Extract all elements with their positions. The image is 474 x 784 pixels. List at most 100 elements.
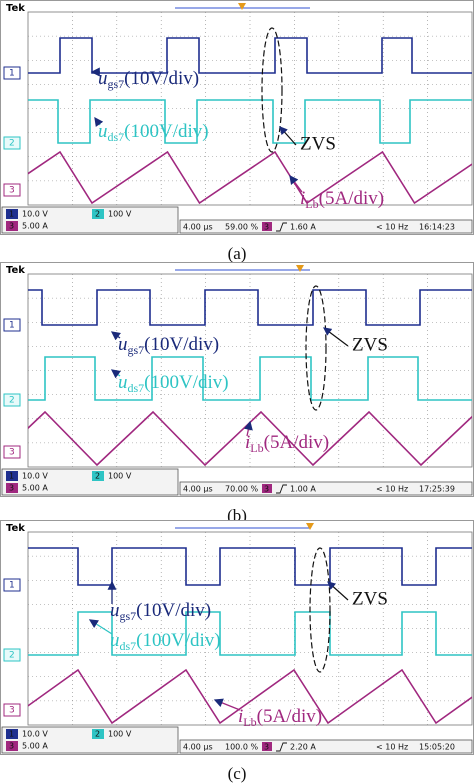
trace-label: ugs7(10V/div) <box>110 600 211 622</box>
channel-chip-label: 2 <box>95 730 100 739</box>
zvs-annotation: ZVS <box>352 588 388 609</box>
zvs-annotation: ZVS <box>300 133 336 154</box>
scale: (100V/div) <box>124 121 208 142</box>
channel-chip-label: 3 <box>9 742 14 751</box>
channel-marker-bg <box>3 578 21 592</box>
trace-label: uds7(100V/div) <box>110 630 221 652</box>
scope-panel: Tek123ugs7(10V/div)uds7(100V/div)iLb(5A/… <box>0 0 474 263</box>
position: 59.00 % <box>225 223 258 232</box>
frequency: < 10 Hz <box>376 743 408 752</box>
channel-chip-label: 3 <box>9 222 14 231</box>
trace-label: uds7(100V/div) <box>98 121 209 143</box>
channel-marker-bg <box>3 183 21 197</box>
symbol: u <box>110 630 120 651</box>
trigger-marker <box>238 3 246 10</box>
scale: (100V/div) <box>144 372 228 393</box>
status-box <box>1 468 179 496</box>
brand: Tek <box>6 523 25 534</box>
frequency: < 10 Hz <box>376 223 408 232</box>
trace-current <box>28 668 472 725</box>
position: 70.00 % <box>225 485 258 494</box>
symbol: i <box>300 188 305 209</box>
channel-marker: 1 <box>9 69 15 79</box>
trace-gs <box>28 289 472 326</box>
channel-marker: 2 <box>9 651 15 661</box>
subscript: ds7 <box>108 130 125 144</box>
scale: (10V/div) <box>144 334 219 355</box>
symbol: u <box>118 334 128 355</box>
symbol: i <box>238 706 243 727</box>
clock: 15:05:20 <box>419 743 455 752</box>
channel-chip <box>92 471 104 481</box>
channel-chip <box>6 741 18 751</box>
pointer <box>110 331 121 341</box>
scale: (5A/div) <box>264 432 329 453</box>
traces <box>28 37 472 205</box>
channel-marker: 2 <box>9 139 15 149</box>
channel-scale: 100 V <box>108 210 132 219</box>
trigger-chip <box>262 484 272 493</box>
scale: (5A/div) <box>319 188 384 209</box>
channel-chip <box>92 729 104 739</box>
brand: Tek <box>6 265 25 276</box>
trace-ds <box>28 99 472 144</box>
zvs-pointer <box>279 126 297 146</box>
pointer <box>213 698 241 711</box>
subscript: ds7 <box>128 381 145 395</box>
channel-scale: 10.0 V <box>22 210 48 219</box>
channel-chip <box>6 471 18 481</box>
status-box <box>1 206 179 234</box>
trigger-slope <box>276 484 287 494</box>
zvs-pointer <box>323 327 349 347</box>
trigger-marker <box>306 523 314 530</box>
trigger-slope <box>276 742 287 752</box>
subscript: ds7 <box>120 639 137 653</box>
channel-marker: 1 <box>9 581 15 591</box>
channel-marker-bg <box>3 66 21 80</box>
trigger-slope <box>276 222 287 232</box>
trace-label: uds7(100V/div) <box>118 372 229 394</box>
trace-current <box>28 150 472 205</box>
channel-scale: 100 V <box>108 730 132 739</box>
trigger-chip <box>262 742 272 751</box>
channel-marker: 3 <box>9 448 15 458</box>
trace-gs <box>28 37 472 74</box>
pointer <box>94 116 104 127</box>
channel-chip-label: 1 <box>9 730 14 739</box>
channel-scale: 10.0 V <box>22 472 48 481</box>
timebase: 4.00 µs <box>183 485 213 494</box>
channel-chip <box>92 209 104 219</box>
channel-marker-bg <box>3 393 21 407</box>
scale: (10V/div) <box>124 68 199 89</box>
position: 100.0 % <box>225 743 258 752</box>
zvs-pointer <box>327 581 349 601</box>
trace-label: iLb(5A/div) <box>238 706 322 728</box>
symbol: u <box>110 600 120 621</box>
caption: (a) <box>228 244 247 263</box>
trigger-source: 3 <box>264 223 269 232</box>
scale: (5A/div) <box>257 706 322 727</box>
trace-current <box>28 410 472 467</box>
trigger-level: 1.00 A <box>290 485 316 494</box>
subscript: gs7 <box>108 77 125 91</box>
channel-scale: 100 V <box>108 472 132 481</box>
status-bar <box>179 739 473 754</box>
caption: (c) <box>228 764 247 783</box>
pointer <box>243 420 253 437</box>
channel-scale: 10.0 V <box>22 730 48 739</box>
status-bar <box>179 481 473 496</box>
traces <box>28 547 472 725</box>
pointer <box>88 619 113 635</box>
pointer <box>289 174 303 193</box>
channel-chip-label: 2 <box>95 210 100 219</box>
status-box <box>1 726 179 754</box>
trace-label: iLb(5A/div) <box>300 188 384 210</box>
trace-ds <box>28 356 472 401</box>
channel-marker: 1 <box>9 321 15 331</box>
traces <box>28 289 472 467</box>
scale: (100V/div) <box>136 630 220 651</box>
channel-marker-bg <box>3 703 21 717</box>
status-bar <box>179 219 473 234</box>
subscript: gs7 <box>128 343 145 357</box>
